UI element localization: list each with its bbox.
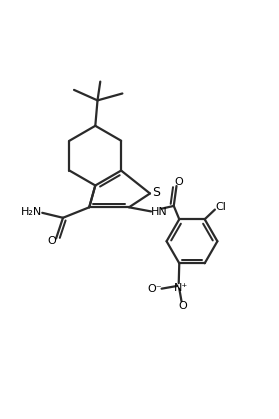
Text: O: O [178,301,187,311]
Text: H₂N: H₂N [21,207,42,217]
Text: S: S [152,186,160,199]
Text: O: O [174,176,183,186]
Text: O: O [47,236,56,246]
Text: O⁻: O⁻ [148,284,162,294]
Text: HN: HN [150,207,167,217]
Text: Cl: Cl [216,202,227,212]
Text: N⁺: N⁺ [174,282,189,292]
